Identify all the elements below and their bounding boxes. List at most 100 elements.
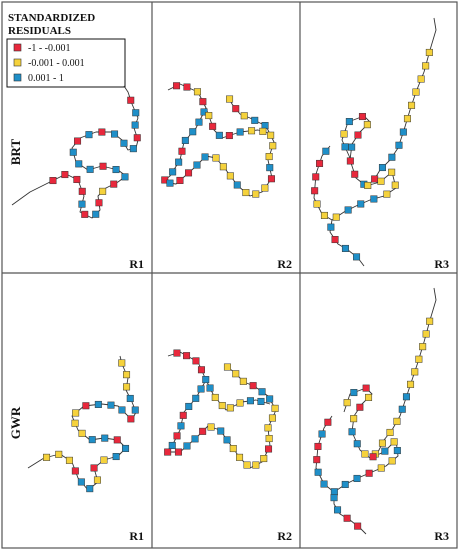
residual-marker — [126, 394, 134, 402]
residual-marker — [192, 357, 200, 365]
residual-marker — [72, 409, 80, 417]
residual-marker — [362, 384, 370, 392]
residual-marker — [398, 405, 406, 413]
residual-marker — [346, 157, 354, 165]
map-panel-gwr-r2 — [164, 349, 279, 469]
residual-marker — [179, 411, 187, 419]
residual-marker — [391, 181, 399, 189]
residual-marker — [371, 175, 379, 183]
residual-marker — [61, 171, 69, 179]
residual-marker — [98, 128, 106, 136]
residual-marker — [242, 189, 250, 197]
residual-marker — [129, 145, 137, 153]
residual-marker — [191, 435, 199, 443]
network-line — [341, 17, 437, 187]
residual-marker — [219, 163, 227, 171]
residual-marker — [260, 455, 268, 463]
residual-marker — [65, 456, 73, 464]
residual-marker — [341, 143, 349, 151]
residual-marker — [217, 427, 225, 435]
residual-marker — [411, 368, 419, 376]
map-panel-gwr-r3 — [313, 287, 437, 535]
residual-marker — [341, 480, 349, 488]
residual-marker — [341, 244, 349, 252]
residual-marker — [363, 121, 371, 129]
residual-marker — [75, 160, 83, 168]
residual-marker — [176, 176, 184, 184]
residual-marker — [226, 172, 234, 180]
residual-marker — [327, 223, 335, 231]
residual-marker — [393, 417, 401, 425]
residual-marker — [71, 467, 79, 475]
residual-marker — [324, 418, 332, 426]
residual-marker — [332, 213, 340, 221]
residual-marker — [381, 447, 389, 455]
legend-label-negative: -1 - -0.001 — [28, 43, 71, 54]
residual-marker — [236, 128, 244, 136]
residual-marker — [164, 448, 172, 456]
legend-swatch-neutral — [13, 58, 22, 67]
residual-marker — [189, 128, 197, 136]
residual-marker — [257, 397, 265, 405]
residual-marker — [361, 450, 369, 458]
residual-marker — [199, 427, 207, 435]
residual-marker — [314, 468, 322, 476]
residual-marker — [86, 165, 94, 173]
residual-marker — [123, 383, 131, 391]
residual-marker — [71, 419, 79, 427]
residual-marker — [236, 453, 244, 461]
residual-marker — [422, 62, 430, 70]
residual-marker — [193, 88, 201, 96]
panel-label-gwr-r2: R2 — [277, 529, 292, 543]
residual-marker — [95, 199, 103, 207]
residual-marker — [192, 394, 200, 402]
residual-marker — [251, 116, 259, 124]
panel-label-brt-r2: R2 — [277, 257, 292, 271]
residual-marker — [169, 168, 177, 176]
residual-marker — [82, 402, 90, 410]
residual-marker — [211, 393, 219, 401]
residual-marker — [350, 389, 358, 397]
residual-marker — [268, 414, 276, 422]
legend-box — [6, 38, 126, 88]
residual-marker — [369, 453, 377, 461]
residual-marker — [195, 118, 203, 126]
residual-marker — [205, 112, 213, 120]
residual-marker — [173, 349, 181, 357]
residual-marker — [348, 143, 356, 151]
residual-marker — [207, 423, 215, 431]
residual-marker — [344, 206, 352, 214]
residual-marker — [354, 522, 362, 530]
panel-label-gwr-r3: R3 — [434, 529, 449, 543]
residual-marker — [185, 169, 193, 177]
residual-marker — [166, 179, 174, 187]
residual-marker — [215, 131, 223, 139]
residual-marker — [177, 422, 185, 430]
residual-marker — [127, 415, 135, 423]
residual-marker — [322, 147, 330, 155]
legend-label-neutral: -0.001 - 0.001 — [28, 58, 85, 69]
residual-marker — [218, 402, 226, 410]
residual-marker — [399, 128, 407, 136]
residual-marker — [314, 442, 322, 450]
residual-marker — [223, 363, 231, 371]
residual-marker — [340, 130, 348, 138]
residual-marker — [249, 382, 257, 390]
residual-marker — [343, 514, 351, 522]
residual-marker — [178, 147, 186, 155]
residual-marker — [388, 168, 396, 176]
residual-marker — [267, 175, 275, 183]
residual-marker — [121, 173, 129, 181]
residual-marker — [312, 173, 320, 181]
residual-marker — [197, 366, 205, 374]
residual-marker — [111, 130, 119, 138]
residual-marker — [343, 399, 351, 407]
residual-marker — [202, 376, 210, 384]
residual-marker — [239, 377, 247, 385]
legend: STANDARDIZED RESIDUALS -1 - -0.001 -0.00… — [6, 12, 126, 88]
residual-marker — [415, 355, 423, 363]
residual-marker — [357, 200, 365, 208]
residual-marker — [77, 478, 85, 486]
map-panel-brt-r1 — [11, 85, 141, 219]
